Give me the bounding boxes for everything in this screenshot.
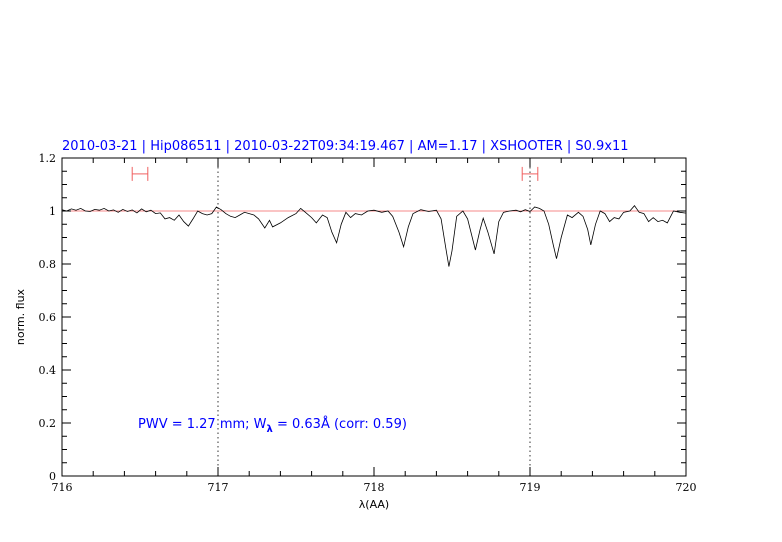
- y-tick-label: 1.2: [39, 152, 57, 165]
- x-tick-label: 720: [676, 481, 697, 494]
- x-axis-label: λ(AA): [359, 498, 389, 511]
- y-tick-label: 0.6: [39, 311, 57, 324]
- x-tick-label: 717: [208, 481, 229, 494]
- y-tick-label: 0.2: [39, 417, 57, 430]
- y-tick-label: 0.4: [39, 364, 57, 377]
- x-tick-label: 718: [364, 481, 385, 494]
- spectrum-line: [61, 205, 687, 267]
- chart-title: 2010-03-21 | Hip086511 | 2010-03-22T09:3…: [62, 139, 629, 154]
- y-axis-label: norm. flux: [14, 288, 27, 345]
- annotation-prefix: PWV = 1.27 mm; W: [138, 417, 267, 432]
- y-tick-label: 0.8: [39, 258, 57, 271]
- annotation-subscript: λ: [267, 424, 274, 435]
- y-tick-label: 0: [49, 470, 56, 483]
- x-tick-label: 719: [520, 481, 541, 494]
- plot-area: 716 717 718 719 720 0 0.2 0.4 0.6 0.8 1 1.2: [39, 152, 697, 494]
- pwv-annotation: PWV = 1.27 mm; Wλ = 0.63Å (corr: 0.59): [138, 416, 407, 435]
- x-tick-label: 716: [52, 481, 73, 494]
- annotation-suffix: = 0.63Å (corr: 0.59): [273, 416, 407, 432]
- y-tick-label: 1: [49, 205, 56, 218]
